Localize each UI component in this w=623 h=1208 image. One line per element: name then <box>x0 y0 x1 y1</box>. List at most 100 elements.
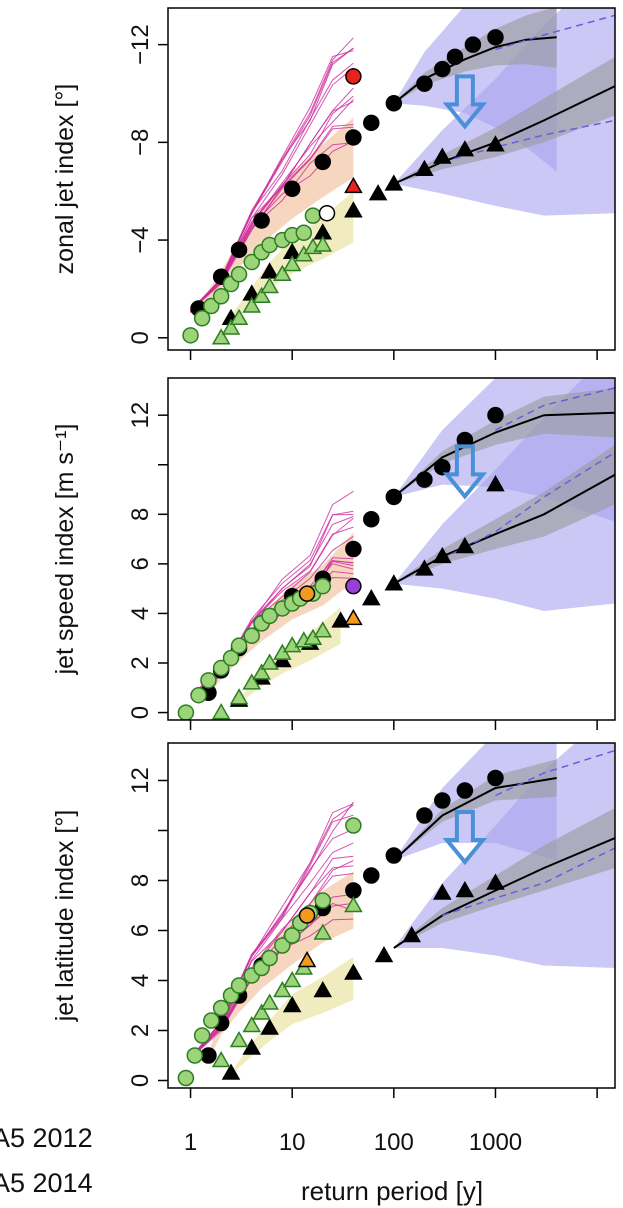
data-point-circle <box>177 704 195 720</box>
fit-line <box>393 411 615 498</box>
data-point-triangle <box>229 688 249 705</box>
fit-line <box>393 777 557 862</box>
data-point-triangle <box>282 254 302 272</box>
data-point-triangle <box>313 235 333 252</box>
plot-area <box>182 8 615 345</box>
data-point-triangle <box>368 184 388 201</box>
data-point-circle <box>283 927 301 944</box>
y-tick-label: 0 <box>127 331 154 344</box>
y-tick-label: 2 <box>127 1024 154 1037</box>
data-point-triangle <box>252 286 271 304</box>
data-point-circle <box>203 1012 220 1029</box>
data-point-circle <box>487 406 504 424</box>
y-tick-label: 0 <box>127 1074 154 1087</box>
y-tick-label: 6 <box>127 924 154 937</box>
data-point-triangle <box>433 546 452 564</box>
data-point-circle <box>434 60 451 78</box>
data-point-triangle <box>229 308 249 325</box>
y-tick-label: −8 <box>127 129 154 156</box>
panel-1: 0 −4 −8 −12 zonal jet index [°] <box>51 7 616 360</box>
data-point-circle <box>243 253 260 271</box>
data-point-circle <box>304 207 322 224</box>
data-point-circle <box>416 471 433 488</box>
data-point-triangle <box>282 995 302 1013</box>
data-point-circle <box>200 672 217 689</box>
data-point-circle <box>203 297 220 315</box>
y-tick-label: 12 <box>127 402 154 429</box>
data-point-circle <box>434 458 451 476</box>
data-point-triangle <box>402 925 422 943</box>
panel-2: 0 2 4 6 8 12 jet speed index [m s⁻¹] <box>51 377 616 730</box>
data-point-triangle <box>344 963 363 980</box>
data-point-triangle <box>486 475 505 492</box>
y-tick-label: 0 <box>127 706 154 719</box>
data-point-triangle <box>455 537 475 554</box>
data-point-triangle <box>415 159 434 176</box>
data-point-circle <box>200 1047 217 1064</box>
data-point-circle <box>230 637 248 654</box>
data-point-triangle <box>415 559 434 576</box>
data-point-triangle <box>252 663 271 680</box>
data-point-circle <box>193 309 211 327</box>
y-tick-label: −12 <box>127 24 154 65</box>
data-point-circle <box>230 266 248 283</box>
plot-frame <box>167 377 616 721</box>
data-point-triangle <box>229 1030 249 1048</box>
data-point-circle <box>283 180 301 198</box>
data-point-circle <box>363 511 380 528</box>
data-point-circle <box>345 68 362 85</box>
dashed-fit-line <box>495 749 615 797</box>
down-arrow-icon <box>442 444 488 500</box>
data-point-circle <box>243 627 260 644</box>
data-point-circle <box>314 153 332 171</box>
x-tick-label: 10 <box>279 1129 306 1156</box>
data-point-triangle <box>273 264 292 282</box>
data-point-circle <box>182 327 199 344</box>
x-tick-label: 1000 <box>469 1129 522 1156</box>
data-point-circle <box>261 607 278 625</box>
data-point-circle <box>274 937 291 954</box>
data-point-triangle <box>331 611 350 628</box>
data-point-triangle <box>486 873 505 890</box>
legend-entry-2: A5 2014 <box>0 1168 93 1198</box>
data-point-circle <box>298 907 316 924</box>
x-tick-label: 100 <box>374 1129 414 1156</box>
data-point-triangle <box>433 883 452 900</box>
data-point-triangle <box>455 140 475 157</box>
data-point-circle <box>363 114 380 132</box>
data-point-circle <box>295 224 313 241</box>
data-point-circle <box>416 75 433 92</box>
data-point-circle <box>212 999 230 1017</box>
data-point-circle <box>314 577 332 595</box>
plot-frame <box>167 7 616 351</box>
data-point-triangle <box>260 276 279 294</box>
data-point-triangle <box>313 923 333 940</box>
data-point-circle <box>177 1069 195 1087</box>
data-point-circle <box>456 782 474 799</box>
data-point-triangle <box>242 296 262 313</box>
data-point-circle <box>345 882 362 899</box>
y-tick-label: −4 <box>127 226 154 253</box>
data-point-triangle <box>344 608 363 626</box>
orange-band <box>198 117 354 315</box>
data-point-triangle <box>242 1015 262 1033</box>
data-point-circle <box>345 817 362 834</box>
data-point-triangle <box>273 980 292 998</box>
data-point-triangle <box>221 318 241 335</box>
data-point-triangle <box>221 1063 241 1080</box>
grey-band-lower <box>393 444 615 584</box>
data-point-circle <box>345 129 362 146</box>
data-point-circle <box>253 212 270 229</box>
data-point-triangle <box>384 174 404 191</box>
data-point-circle <box>416 807 433 824</box>
y-tick-label: 2 <box>127 656 154 669</box>
data-point-triangle <box>211 703 231 720</box>
data-point-triangle <box>384 574 404 591</box>
data-point-circle <box>230 241 248 259</box>
data-point-circle <box>186 1047 204 1064</box>
data-point-circle <box>314 892 332 909</box>
data-point-triangle <box>374 945 394 963</box>
data-point-triangle <box>455 880 475 898</box>
data-point-circle <box>464 36 482 53</box>
